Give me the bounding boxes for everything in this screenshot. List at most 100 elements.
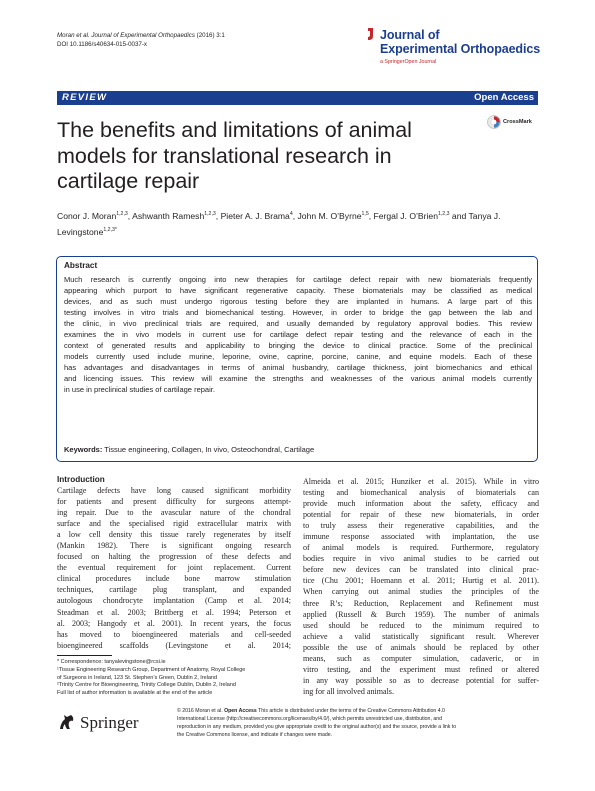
footnote-line: Full list of author information is avail… xyxy=(57,690,213,697)
body-text-line: ing repair. Due to the avascular nature … xyxy=(57,508,291,518)
journal-logo-subtitle: a SpringerOpen Journal xyxy=(380,59,437,65)
body-text-line: provide much information about the safet… xyxy=(303,499,539,509)
author-name: and Tanya J. Levingstone xyxy=(57,210,501,237)
body-text-line: three R’s; Reduction, Replacement and Re… xyxy=(303,598,539,608)
license-text: © 2016 Moran et al. Open Access This art… xyxy=(177,707,537,739)
body-text-line: techniques, cartilage plug transplant, a… xyxy=(57,585,291,595)
abstract-line: examines the in vivo models in current u… xyxy=(64,330,532,339)
abstract-line: in use in preclinical studies of cartila… xyxy=(64,385,215,394)
body-text-line: applied (Russell & Burch 1959). The numb… xyxy=(303,609,539,619)
body-text-line: of animal models is required. Furthermor… xyxy=(303,543,539,553)
body-text-line: Steadman et al. 2003; Brittberg et al. 1… xyxy=(57,607,291,617)
journal-logo-line2: Experimental Orthopaedics xyxy=(380,42,541,56)
journal-logo-icon xyxy=(368,28,373,40)
open-access-label: Open Access xyxy=(474,92,534,103)
body-text-line: means, such as computer simulation, cada… xyxy=(303,653,539,663)
body-text-line: before new devices can be translated int… xyxy=(303,565,539,575)
author-name: Ashwanth Ramesh xyxy=(132,210,205,221)
body-text-line: bodies require in vivo animal studies to… xyxy=(303,554,539,564)
citation-journal: Moran et al. Journal of Experimental Ort… xyxy=(57,32,195,39)
article-title: The benefits and limitations of animal m… xyxy=(57,118,412,193)
article-type-banner: REVIEW Open Access xyxy=(57,91,538,105)
body-text-line: immune response associated with implanta… xyxy=(303,532,539,542)
abstract-line: appearing which purport to have signific… xyxy=(64,286,532,295)
springer-wordmark: Springer xyxy=(80,713,139,732)
body-text-line: Cartilage defects have long caused signi… xyxy=(57,486,291,495)
body-text-line: the eventual requirement for joint repla… xyxy=(57,563,291,573)
citation-volume: (2016) 3:1 xyxy=(194,32,225,39)
body-text-line: al. 2003; Hangody et al. 2001). In recen… xyxy=(57,618,291,628)
crossmark-label: CrossMark xyxy=(503,119,532,125)
footnote-line: ²Trinity Centre for Bioengineering, Trin… xyxy=(57,682,236,689)
author-affiliation-marker: 1,2,3 xyxy=(204,211,216,217)
body-text-line: achieve a valid statistically significan… xyxy=(303,631,539,641)
author-separator: , xyxy=(127,210,133,221)
author-separator: , xyxy=(215,210,221,221)
footnote-line: * Correspondence: tanyalevingstone@rcsi.… xyxy=(57,659,166,665)
author-affiliation-marker: 4 xyxy=(289,211,293,217)
keywords-text: Tissue engineering, Collagen, In vivo, O… xyxy=(104,445,315,454)
author-affiliation-marker: 1,2,3 xyxy=(437,211,450,217)
license-line-4: the Creative Commons license, and indica… xyxy=(177,732,333,739)
abstract-line: devices, and as such must undergo rigoro… xyxy=(64,297,532,306)
abstract-box: Abstract Much research is currently ongo… xyxy=(56,256,538,462)
body-text-line: used should be reduced to the minimum re… xyxy=(303,620,539,630)
body-text-line: When carrying out animal studies the pri… xyxy=(303,587,539,597)
body-text-line: testing and biomechanical analysis of bi… xyxy=(303,488,539,498)
body-text-line: for patients and present difficulty for … xyxy=(57,497,291,507)
body-text-line: focused on halting the progression of th… xyxy=(57,552,291,562)
crossmark-icon xyxy=(487,115,501,129)
abstract-line: testing involves in vitro trials and bio… xyxy=(64,308,532,317)
body-text-line: possible the use of animals should be re… xyxy=(303,642,539,652)
article-type-label: REVIEW xyxy=(62,92,108,103)
body-text-line: ing for all involved animals. xyxy=(303,686,394,696)
footnote-line: of Surgeons in Ireland, 123 St. Stephen’… xyxy=(57,674,218,681)
body-text-line: clinical procedures include bone marrow … xyxy=(57,574,291,584)
body-text-line: has moved to bioengineered materials and… xyxy=(57,629,291,639)
citation-block: Moran et al. Journal of Experimental Ort… xyxy=(57,31,225,49)
author-affiliation-marker: 1,5 xyxy=(361,211,369,217)
footnotes: * Correspondence: tanyalevingstone@rcsi.… xyxy=(57,659,295,698)
footnote-line: ¹Tissue Engineering Research Group, Depa… xyxy=(57,666,246,673)
abstract-line: Much research is currently ongoing into … xyxy=(64,275,532,284)
author-name: John M. O’Byrne xyxy=(297,210,362,221)
author-name: Fergal J. O’Brien xyxy=(373,210,438,221)
author-name: Pieter A. J. Brama xyxy=(220,210,290,221)
abstract-line: and licencing issues. This review will e… xyxy=(64,374,532,383)
body-text-line: surface and the specialised rigid extrac… xyxy=(57,519,291,529)
abstract-line: the clinic, in vivo preclinical trials a… xyxy=(64,319,532,328)
abstract-heading: Abstract xyxy=(64,261,98,270)
body-column-left: Introduction Cartilage defects have long… xyxy=(57,474,291,651)
abstract-line: models currently used include murine, le… xyxy=(64,352,532,361)
license-lead: © 2016 Moran et al. xyxy=(177,708,225,714)
body-text-line: a low cell density this tissue rarely re… xyxy=(57,530,291,540)
journal-logo-line1: Journal of xyxy=(380,28,440,42)
citation-doi: DOI 10.1186/s40634-015-0037-x xyxy=(57,41,148,48)
abstract-line: context of generated results and applica… xyxy=(64,341,532,350)
body-text-line: tice (Chu 2001; Hoemann et al. 2011; Hur… xyxy=(303,576,539,586)
body-text-line: Almeida et al. 2015; Hunziker et al. 201… xyxy=(303,477,539,486)
body-text-line: in any way possible so as to decrease po… xyxy=(303,675,539,685)
body-text-line: potential for repair of these new biomat… xyxy=(303,510,539,520)
author-list: Conor J. Moran1,2,3, Ashwanth Ramesh1,2,… xyxy=(57,207,542,239)
author-separator: , xyxy=(368,210,374,221)
body-text-line: (Mankin 1982). There is significant ongo… xyxy=(57,541,291,551)
license-line-3: reproduction in any medium, provided you… xyxy=(177,724,457,731)
springer-horse-icon xyxy=(60,715,74,729)
license-open-access: Open Access xyxy=(224,708,257,714)
author-name: Conor J. Moran xyxy=(57,210,117,221)
body-column-right: Almeida et al. 2015; Hunziker et al. 201… xyxy=(303,476,539,697)
license-line-2: International License (http://creativeco… xyxy=(177,716,442,723)
author-separator: , xyxy=(292,210,298,221)
introduction-heading: Introduction xyxy=(57,475,105,484)
keywords: Keywords: Tissue engineering, Collagen, … xyxy=(64,445,314,454)
body-text-line: to truly assess their regenerative capab… xyxy=(303,521,539,531)
body-text-line: bioengineered scaffolds (Levingstone et … xyxy=(57,640,291,650)
author-affiliation-marker: 1,2,3* xyxy=(103,226,117,233)
body-text-line: vitro testing, and the experiment must r… xyxy=(303,664,539,674)
body-text-line: autologous chondrocyte implantation (Cam… xyxy=(57,596,291,606)
abstract-line: has advantages and disadvantages in term… xyxy=(64,363,532,372)
license-line-1: This article is distributed under the te… xyxy=(256,708,445,714)
keywords-label: Keywords: xyxy=(64,445,103,454)
abstract-text: Much research is currently ongoing into … xyxy=(64,274,532,395)
